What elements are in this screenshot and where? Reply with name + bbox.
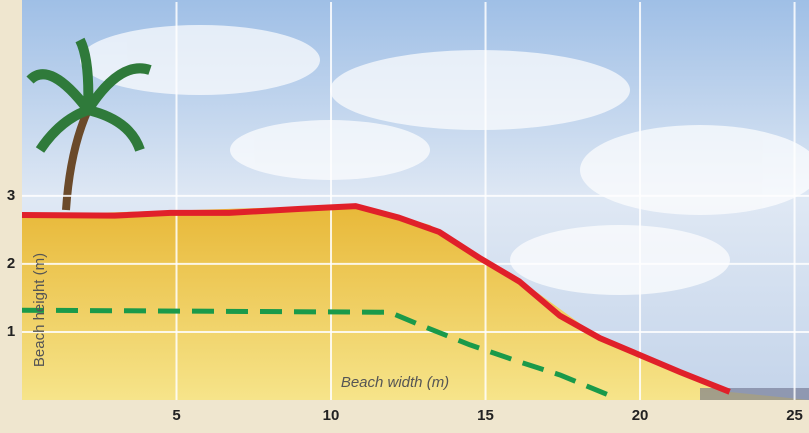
- x-tick-label: 10: [323, 407, 340, 424]
- water: [700, 388, 809, 400]
- y-tick-label: 1: [7, 323, 15, 340]
- x-axis-label: Beach width (m): [341, 374, 449, 391]
- data-line: [21, 307, 611, 398]
- y-tick-label: 3: [7, 187, 15, 204]
- y-tick-label: 2: [7, 255, 15, 272]
- sand: [22, 205, 809, 400]
- data-line: [21, 203, 731, 395]
- y-axis-label: Beach height (m): [31, 253, 48, 367]
- x-tick-label: 5: [172, 407, 180, 424]
- x-tick-label: 25: [786, 407, 803, 424]
- x-tick-label: 15: [477, 407, 494, 424]
- x-axis-band: [22, 400, 809, 433]
- palm-tree: [26, 37, 152, 211]
- x-tick-label: 20: [632, 407, 649, 424]
- clouds: [80, 25, 809, 295]
